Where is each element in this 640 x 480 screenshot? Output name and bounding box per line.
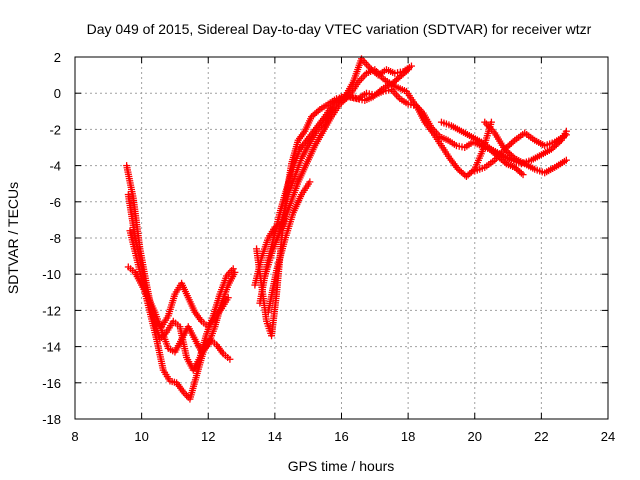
data-point bbox=[504, 142, 512, 150]
y-tick-label: -8 bbox=[49, 231, 61, 246]
x-tick-label: 10 bbox=[134, 429, 148, 444]
x-tick-label: 18 bbox=[401, 429, 415, 444]
axis-ticks: 8 10 12 14 16 18 20 22 24-18-16-14-12-10-8-6-4-2… bbox=[42, 50, 615, 444]
x-axis-label: GPS time / hours bbox=[288, 458, 395, 474]
y-tick-label: -18 bbox=[42, 412, 61, 427]
data-point bbox=[226, 355, 234, 363]
data-point bbox=[404, 66, 412, 74]
data-point bbox=[402, 67, 410, 75]
grid-lines bbox=[75, 57, 608, 419]
data-point bbox=[231, 268, 239, 276]
data-point bbox=[549, 144, 557, 152]
data-point bbox=[224, 294, 232, 302]
y-tick-label: -16 bbox=[42, 376, 61, 391]
data-point bbox=[306, 178, 314, 186]
y-tick-label: -12 bbox=[42, 303, 61, 318]
data-point bbox=[547, 145, 555, 153]
data-point bbox=[517, 169, 525, 177]
data-point bbox=[506, 150, 514, 158]
data-point bbox=[562, 156, 570, 164]
x-tick-label: 22 bbox=[534, 429, 548, 444]
y-tick-label: -14 bbox=[42, 340, 61, 355]
y-tick-label: -10 bbox=[42, 267, 61, 282]
data-point bbox=[376, 87, 384, 95]
y-axis-label: SDTVAR / TECUs bbox=[5, 182, 21, 294]
data-point bbox=[501, 145, 509, 153]
y-tick-label: 0 bbox=[54, 86, 61, 101]
data-point bbox=[509, 138, 517, 146]
data-point bbox=[407, 62, 415, 70]
data-point bbox=[502, 147, 510, 155]
data-point bbox=[342, 94, 350, 102]
data-point bbox=[519, 171, 527, 179]
data-point bbox=[507, 139, 515, 147]
y-tick-label: 2 bbox=[54, 50, 61, 65]
y-tick-label: -6 bbox=[49, 195, 61, 210]
data-series bbox=[261, 80, 527, 280]
data-series bbox=[264, 178, 314, 316]
data-point bbox=[487, 118, 495, 126]
x-tick-label: 14 bbox=[268, 429, 282, 444]
x-tick-label: 8 bbox=[71, 429, 78, 444]
x-tick-label: 24 bbox=[601, 429, 615, 444]
data-series bbox=[481, 118, 570, 177]
data-point bbox=[507, 151, 515, 159]
data-point bbox=[504, 148, 512, 156]
data-point bbox=[501, 158, 509, 166]
data-point bbox=[509, 153, 517, 161]
x-tick-label: 20 bbox=[468, 429, 482, 444]
y-tick-label: -2 bbox=[49, 122, 61, 137]
data-series bbox=[124, 263, 239, 356]
x-tick-label: 12 bbox=[201, 429, 215, 444]
x-tick-label: 16 bbox=[334, 429, 348, 444]
data-series bbox=[437, 118, 570, 168]
y-tick-label: -4 bbox=[49, 159, 61, 174]
data-point bbox=[562, 131, 570, 139]
data-point bbox=[506, 141, 514, 149]
chart-title: Day 049 of 2015, Sidereal Day-to-day VTE… bbox=[87, 21, 592, 37]
data-point bbox=[314, 107, 322, 115]
data-series bbox=[253, 55, 415, 340]
data-points bbox=[123, 55, 570, 403]
